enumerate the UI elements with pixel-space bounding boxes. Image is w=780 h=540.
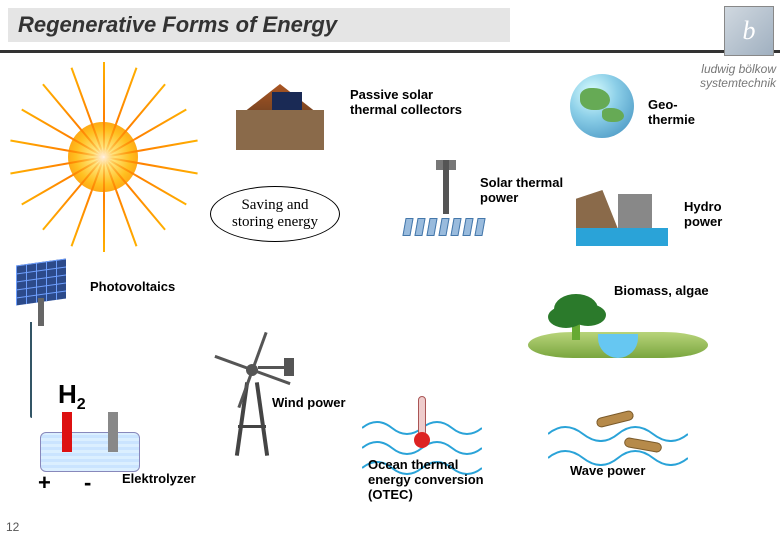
sun-icon: [8, 62, 198, 252]
label-plus: +: [38, 470, 51, 495]
label-geothermie: Geo- thermie: [648, 98, 695, 128]
electrolyzer-icon: [40, 412, 140, 474]
label-photovoltaics: Photovoltaics: [90, 280, 175, 295]
label-solar-thermal: Solar thermal power: [480, 176, 563, 206]
divider: [0, 50, 780, 53]
solar-tower-icon: [400, 160, 490, 240]
label-h2: H2: [58, 380, 86, 415]
logo-icon: b: [724, 6, 774, 56]
globe-icon: [570, 74, 634, 138]
page-title: Regenerative Forms of Energy: [18, 12, 337, 38]
label-hydro: Hydro power: [684, 200, 722, 230]
label-otec: Ocean thermal energy conversion (OTEC): [368, 458, 484, 503]
wire-icon: [30, 322, 32, 418]
label-wind: Wind power: [272, 396, 346, 411]
dam-icon: [576, 186, 668, 246]
label-minus: -: [84, 470, 91, 495]
brand-text: ludwig bölkowsystemtechnik: [700, 62, 776, 91]
house-icon: [226, 78, 334, 150]
label-electrolyzer: Elektrolyzer: [122, 472, 196, 487]
label-biomass: Biomass, algae: [614, 284, 709, 299]
saving-storing-box: Saving and storing energy: [210, 186, 340, 242]
title-bar: Regenerative Forms of Energy: [8, 8, 510, 42]
label-passive-solar: Passive solar thermal collectors: [350, 88, 462, 118]
solar-panel-icon: [12, 262, 76, 326]
page-number: 12: [6, 520, 19, 534]
label-wave: Wave power: [570, 464, 645, 479]
